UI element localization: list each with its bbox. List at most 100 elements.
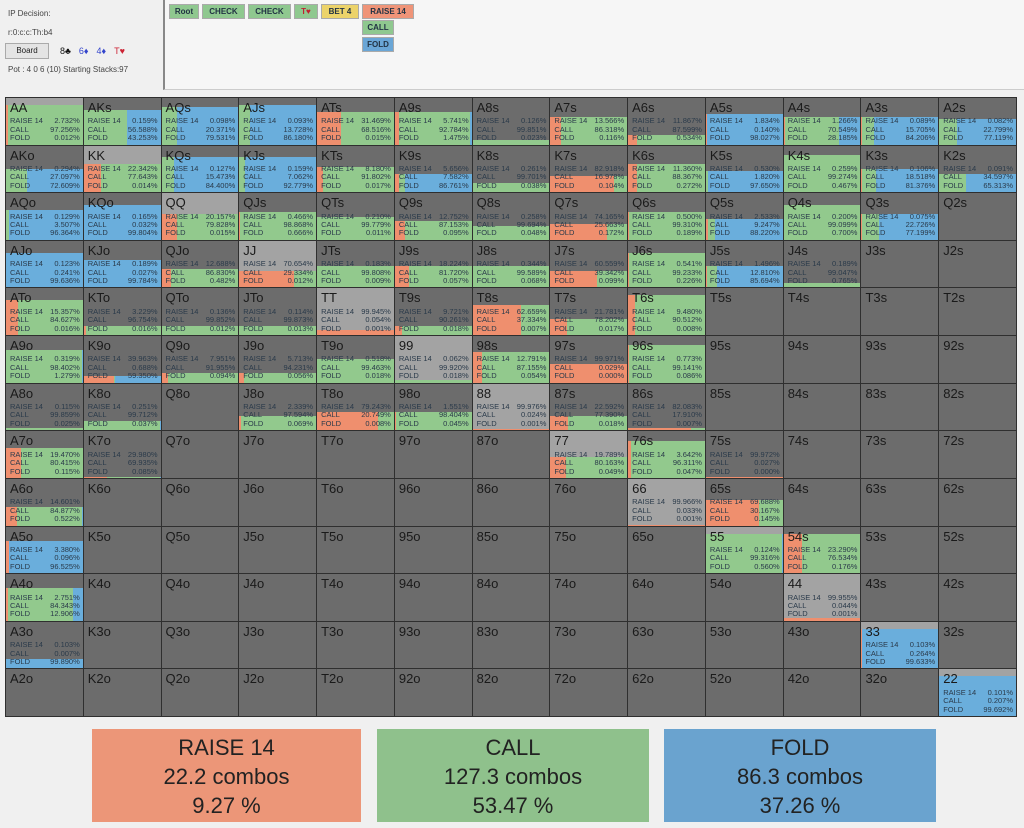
hand-cell-Q7o[interactable]: Q7o: [161, 431, 239, 478]
hand-cell-A7o[interactable]: A7o RAISE 14 19.470% CALL 80.415% FOLD 0.115%: [6, 431, 83, 478]
hand-cell-73s[interactable]: 73s: [861, 431, 939, 478]
hand-cell-32s[interactable]: 32s: [939, 621, 1016, 669]
hand-cell-K6o[interactable]: K6o: [83, 478, 161, 526]
tree-node-check[interactable]: CHECK: [202, 4, 245, 19]
hand-cell-A5s[interactable]: A5s RAISE 14 1.834% CALL 0.140% FOLD 98.027%: [705, 98, 783, 145]
hand-cell-QJo[interactable]: QJo RAISE 14 12.688% CALL 86.830% FOLD 0.482%: [161, 240, 239, 288]
hand-cell-J5o[interactable]: J5o: [239, 526, 317, 574]
hand-cell-72o[interactable]: 72o: [550, 669, 628, 716]
hand-cell-K5s[interactable]: K5s RAISE 14 0.530% CALL 1.820% FOLD 97.650%: [705, 145, 783, 193]
hand-cell-ATs[interactable]: ATs RAISE 14 31.469% CALL 68.516% FOLD 0.015%: [317, 98, 394, 145]
hand-cell-55[interactable]: 55 RAISE 14 0.124% CALL 99.316% FOLD 0.560%: [705, 526, 783, 574]
hand-cell-K2s[interactable]: K2s RAISE 14 0.091% CALL 34.597% FOLD 65.313%: [939, 145, 1016, 193]
hand-cell-KQo[interactable]: KQo RAISE 14 0.165% CALL 0.032% FOLD 99.804%: [83, 193, 161, 240]
hand-cell-JTo[interactable]: JTo RAISE 14 0.114% CALL 99.873% FOLD 0.013%: [239, 288, 317, 336]
hand-cell-82s[interactable]: 82s: [939, 383, 1016, 431]
hand-cell-Q2s[interactable]: Q2s: [939, 193, 1016, 240]
hand-cell-98s[interactable]: 98s RAISE 14 12.791% CALL 87.155% FOLD 0.054%: [472, 336, 550, 383]
hand-cell-K7o[interactable]: K7o RAISE 14 29.980% CALL 69.935% FOLD 0.085%: [83, 431, 161, 478]
hand-cell-QQ[interactable]: QQ RAISE 14 20.157% CALL 79.828% FOLD 0.015%: [161, 193, 239, 240]
hand-cell-65o[interactable]: 65o: [628, 526, 705, 574]
tree-node-fold[interactable]: FOLD: [362, 37, 394, 52]
hand-cell-84s[interactable]: 84s: [783, 383, 861, 431]
hand-cell-82o[interactable]: 82o: [472, 669, 550, 716]
hand-cell-JTs[interactable]: JTs RAISE 14 0.183% CALL 99.808% FOLD 0.009%: [317, 240, 394, 288]
hand-cell-77[interactable]: 77 RAISE 14 19.789% CALL 80.163% FOLD 0.049%: [550, 431, 628, 478]
hand-cell-A8o[interactable]: A8o RAISE 14 0.115% CALL 99.859% FOLD 0.025%: [6, 383, 83, 431]
hand-cell-AJo[interactable]: AJo RAISE 14 0.123% CALL 0.241% FOLD 99.636%: [6, 240, 83, 288]
hand-cell-43o[interactable]: 43o: [783, 621, 861, 669]
hand-cell-A4s[interactable]: A4s RAISE 14 1.266% CALL 70.549% FOLD 28.185%: [783, 98, 861, 145]
hand-cell-K2o[interactable]: K2o: [83, 669, 161, 716]
hand-cell-J6o[interactable]: J6o: [239, 478, 317, 526]
hand-cell-32o[interactable]: 32o: [861, 669, 939, 716]
tree-node-t-[interactable]: T♥: [294, 4, 318, 19]
hand-cell-K3s[interactable]: K3s RAISE 14 0.106% CALL 18.518% FOLD 81.376%: [861, 145, 939, 193]
hand-cell-75s[interactable]: 75s RAISE 14 99.972% CALL 0.027% FOLD 0.000%: [705, 431, 783, 478]
hand-cell-96o[interactable]: 96o: [394, 478, 472, 526]
hand-cell-75o[interactable]: 75o: [550, 526, 628, 574]
hand-cell-J8o[interactable]: J8o RAISE 14 2.339% CALL 97.594% FOLD 0.069%: [239, 383, 317, 431]
hand-cell-62o[interactable]: 62o: [628, 669, 705, 716]
hand-cell-J9o[interactable]: J9o RAISE 14 5.713% CALL 94.231% FOLD 0.056%: [239, 336, 317, 383]
hand-cell-64o[interactable]: 64o: [628, 574, 705, 621]
hand-cell-86s[interactable]: 86s RAISE 14 82.083% CALL 17.910% FOLD 0.007%: [628, 383, 705, 431]
hand-cell-A5o[interactable]: A5o RAISE 14 3.380% CALL 0.096% FOLD 96.525%: [6, 526, 83, 574]
hand-cell-QJs[interactable]: QJs RAISE 14 0.466% CALL 98.868% FOLD 0.666%: [239, 193, 317, 240]
hand-cell-85s[interactable]: 85s: [705, 383, 783, 431]
hand-cell-ATo[interactable]: ATo RAISE 14 15.357% CALL 84.627% FOLD 0.016%: [6, 288, 83, 336]
board-button[interactable]: Board: [5, 43, 49, 59]
hand-cell-92s[interactable]: 92s: [939, 336, 1016, 383]
hand-cell-A2s[interactable]: A2s RAISE 14 0.082% CALL 22.799% FOLD 77.119%: [939, 98, 1016, 145]
hand-cell-74o[interactable]: 74o: [550, 574, 628, 621]
hand-cell-97o[interactable]: 97o: [394, 431, 472, 478]
hand-cell-T3s[interactable]: T3s: [861, 288, 939, 336]
hand-cell-66[interactable]: 66 RAISE 14 99.966% CALL 0.033% FOLD 0.001%: [628, 478, 705, 526]
hand-cell-52o[interactable]: 52o: [705, 669, 783, 716]
hand-cell-Q8o[interactable]: Q8o: [161, 383, 239, 431]
hand-cell-T6s[interactable]: T6s RAISE 14 9.480% CALL 90.512% FOLD 0.008%: [628, 288, 705, 336]
hand-cell-Q9s[interactable]: Q9s RAISE 14 12.752% CALL 87.153% FOLD 0.095%: [394, 193, 472, 240]
hand-cell-A9o[interactable]: A9o RAISE 14 0.319% CALL 98.402% FOLD 1.279%: [6, 336, 83, 383]
hand-cell-72s[interactable]: 72s: [939, 431, 1016, 478]
hand-cell-76s[interactable]: 76s RAISE 14 3.642% CALL 96.311% FOLD 0.047%: [628, 431, 705, 478]
hand-cell-J6s[interactable]: J6s RAISE 14 0.541% CALL 99.233% FOLD 0.226%: [628, 240, 705, 288]
hand-cell-KK[interactable]: KK RAISE 14 22.342% CALL 77.643% FOLD 0.014%: [83, 145, 161, 193]
tree-node-call[interactable]: CALL: [362, 20, 394, 35]
hand-cell-63o[interactable]: 63o: [628, 621, 705, 669]
tree-node-root[interactable]: Root: [169, 4, 199, 19]
hand-cell-KTo[interactable]: KTo RAISE 14 3.229% CALL 96.754% FOLD 0.016%: [83, 288, 161, 336]
hand-cell-T2o[interactable]: T2o: [317, 669, 394, 716]
hand-cell-99[interactable]: 99 RAISE 14 0.062% CALL 99.920% FOLD 0.018%: [394, 336, 472, 383]
hand-cell-95o[interactable]: 95o: [394, 526, 472, 574]
hand-cell-AKo[interactable]: AKo RAISE 14 0.294% CALL 27.097% FOLD 72.609%: [6, 145, 83, 193]
hand-cell-86o[interactable]: 86o: [472, 478, 550, 526]
hand-cell-43s[interactable]: 43s: [861, 574, 939, 621]
hand-cell-JJ[interactable]: JJ RAISE 14 70.654% CALL 29.334% FOLD 0.012%: [239, 240, 317, 288]
hand-cell-62s[interactable]: 62s: [939, 478, 1016, 526]
tree-node-bet-4[interactable]: BET 4: [321, 4, 359, 19]
hand-cell-Q9o[interactable]: Q9o RAISE 14 7.951% CALL 91.955% FOLD 0.094%: [161, 336, 239, 383]
hand-cell-KJs[interactable]: KJs RAISE 14 0.159% CALL 7.062% FOLD 92.779%: [239, 145, 317, 193]
hand-cell-J5s[interactable]: J5s RAISE 14 1.496% CALL 12.810% FOLD 85.694%: [705, 240, 783, 288]
hand-cell-Q4s[interactable]: Q4s RAISE 14 0.200% CALL 99.099% FOLD 0.700%: [783, 193, 861, 240]
hand-cell-22[interactable]: 22 RAISE 14 0.101% CALL 0.207% FOLD 99.692%: [939, 669, 1016, 716]
hand-cell-J4s[interactable]: J4s RAISE 14 0.189% CALL 99.047% FOLD 0.765%: [783, 240, 861, 288]
hand-cell-K3o[interactable]: K3o: [83, 621, 161, 669]
hand-cell-Q5s[interactable]: Q5s RAISE 14 2.533% CALL 9.247% FOLD 88.220%: [705, 193, 783, 240]
hand-cell-J8s[interactable]: J8s RAISE 14 0.344% CALL 99.589% FOLD 0.068%: [472, 240, 550, 288]
hand-cell-A8s[interactable]: A8s RAISE 14 0.126% CALL 99.851% FOLD 0.023%: [472, 98, 550, 145]
hand-cell-AQs[interactable]: AQs RAISE 14 0.098% CALL 20.371% FOLD 79.531%: [161, 98, 239, 145]
hand-cell-87o[interactable]: 87o: [472, 431, 550, 478]
hand-cell-64s[interactable]: 64s: [783, 478, 861, 526]
hand-cell-J9s[interactable]: J9s RAISE 14 18.224% CALL 81.720% FOLD 0.057%: [394, 240, 472, 288]
hand-cell-A2o[interactable]: A2o: [6, 669, 83, 716]
hand-cell-54s[interactable]: 54s RAISE 14 23.290% CALL 76.534% FOLD 0.176%: [783, 526, 861, 574]
hand-cell-T4s[interactable]: T4s: [783, 288, 861, 336]
hand-cell-K8s[interactable]: K8s RAISE 14 0.261% CALL 99.701% FOLD 0.038%: [472, 145, 550, 193]
hand-cell-A7s[interactable]: A7s RAISE 14 13.566% CALL 86.318% FOLD 0.116%: [550, 98, 628, 145]
hand-cell-QTo[interactable]: QTo RAISE 14 0.136% CALL 99.852% FOLD 0.012%: [161, 288, 239, 336]
hand-cell-AQo[interactable]: AQo RAISE 14 0.129% CALL 3.507% FOLD 96.364%: [6, 193, 83, 240]
hand-cell-Q7s[interactable]: Q7s RAISE 14 74.165% CALL 25.663% FOLD 0.172%: [550, 193, 628, 240]
hand-cell-Q6s[interactable]: Q6s RAISE 14 0.500% CALL 99.310% FOLD 0.189%: [628, 193, 705, 240]
